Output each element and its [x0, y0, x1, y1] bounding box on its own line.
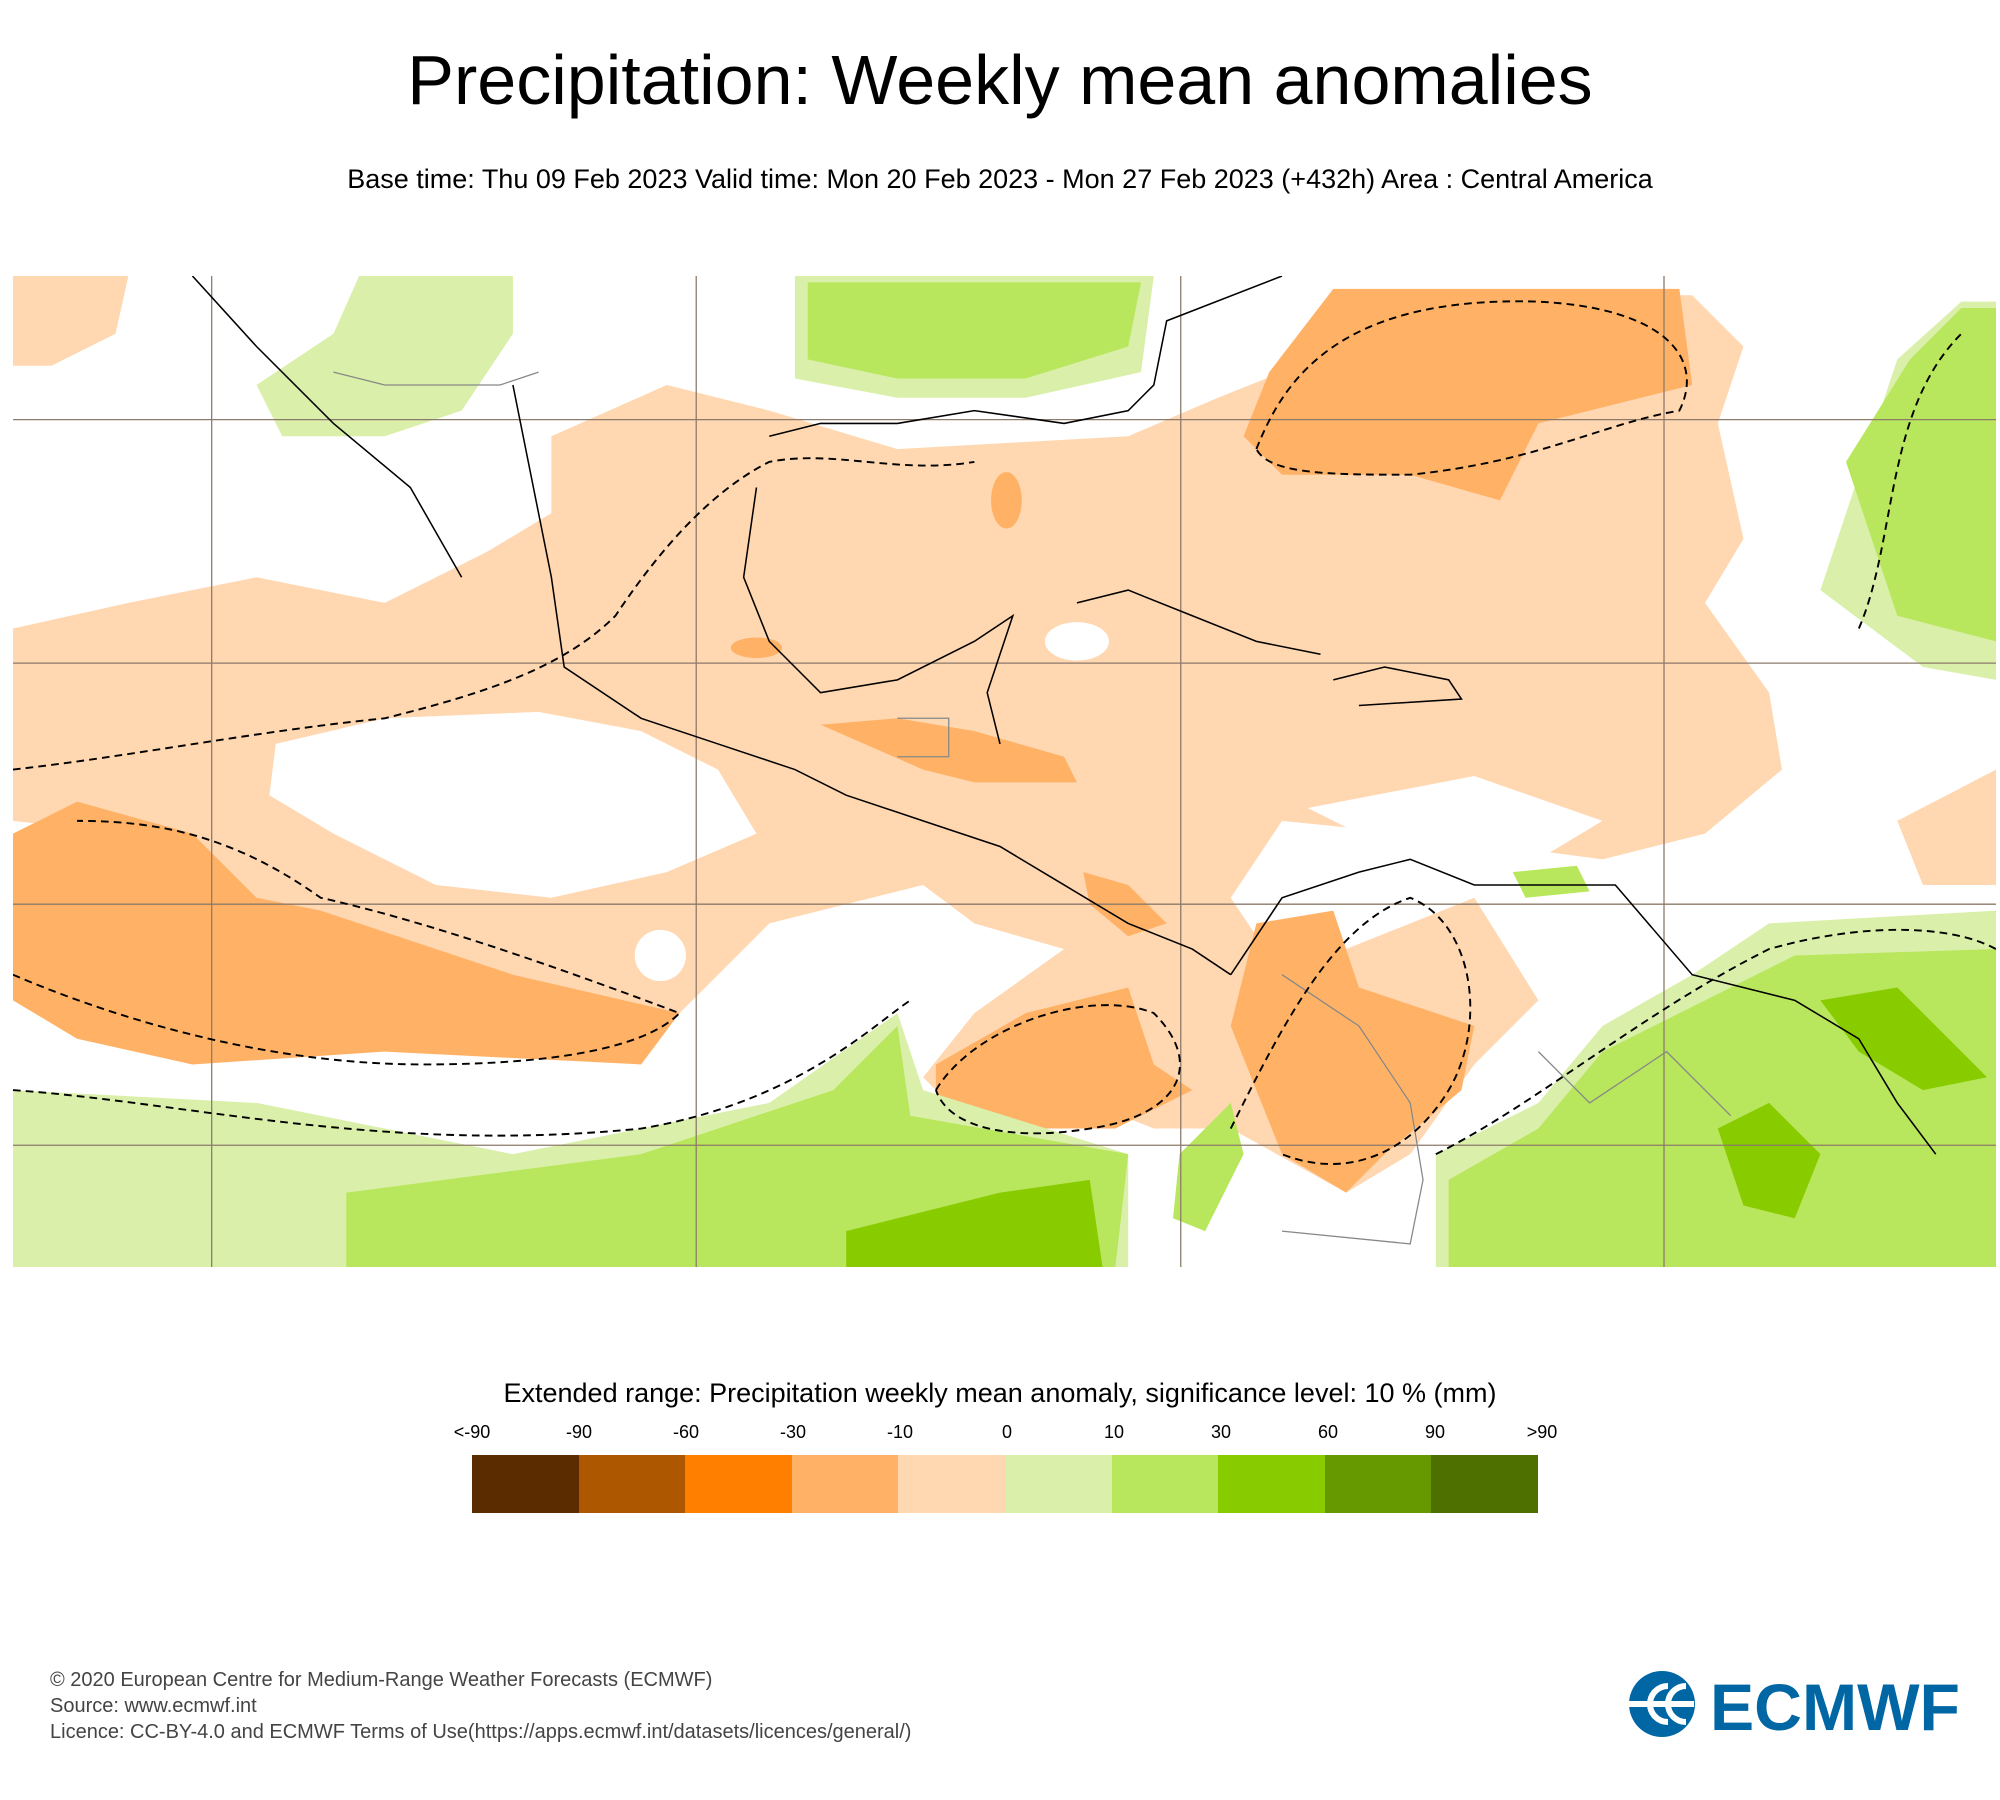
precipitation-anomaly-map — [13, 276, 1996, 1267]
gridlines — [13, 276, 1996, 1267]
borders — [333, 371, 1732, 1245]
svg-text:ECMWF: ECMWF — [1710, 1670, 1960, 1738]
legend-label: -60 — [672, 1422, 699, 1442]
legend-swatch-4 — [898, 1455, 1005, 1513]
copyright-text: © 2020 European Centre for Medium-Range … — [50, 1669, 713, 1691]
legend-label: -30 — [779, 1422, 806, 1442]
page-subtitle: Base time: Thu 09 Feb 2023 Valid time: M… — [347, 164, 1653, 194]
legend-swatch-8 — [1324, 1455, 1432, 1513]
legend-label: <-90 — [453, 1422, 491, 1442]
legend-label: 10 — [1103, 1422, 1125, 1442]
legend-swatch-2 — [685, 1455, 792, 1513]
legend-swatch-0 — [472, 1455, 579, 1513]
anomaly-fill-holes — [269, 622, 1603, 982]
legend-swatch-3 — [791, 1455, 899, 1513]
legend-label: 90 — [1424, 1422, 1446, 1442]
legend-swatch-6 — [1111, 1455, 1219, 1513]
ecmwf-logo: ECMWF — [1628, 1670, 1960, 1738]
legend-swatch-7 — [1218, 1455, 1325, 1513]
footer: © 2020 European Centre for Medium-Range … — [50, 1667, 911, 1745]
legend-label: -90 — [565, 1422, 592, 1442]
coastlines — [191, 276, 1937, 1155]
legend-label: -10 — [886, 1422, 913, 1442]
legend-label: 60 — [1317, 1422, 1339, 1442]
legend-swatch-5 — [1004, 1455, 1112, 1513]
legend-title: Extended range: Precipitation weekly mea… — [503, 1378, 1497, 1408]
legend-swatch-1 — [578, 1455, 686, 1513]
page-title: Precipitation: Weekly mean anomalies — [407, 41, 1593, 119]
legend-label: 30 — [1210, 1422, 1232, 1442]
legend-swatch-9 — [1431, 1455, 1538, 1513]
legend-label: 0 — [1001, 1422, 1012, 1442]
significance-contours — [13, 300, 1996, 1165]
legend-labels: <-90 -90 -60 -30 -10 0 10 30 60 90 >90 — [418, 1422, 1591, 1446]
legend-color-bar — [472, 1455, 1538, 1513]
source-text: Source: www.ecmwf.int — [50, 1695, 257, 1717]
licence-text: Licence: CC-BY-4.0 and ECMWF Terms of Us… — [50, 1721, 912, 1743]
anomaly-fill-moderate-negative — [13, 288, 1693, 1193]
anomaly-fill-strong-positive — [846, 987, 1988, 1267]
legend-label: >90 — [1526, 1422, 1558, 1442]
